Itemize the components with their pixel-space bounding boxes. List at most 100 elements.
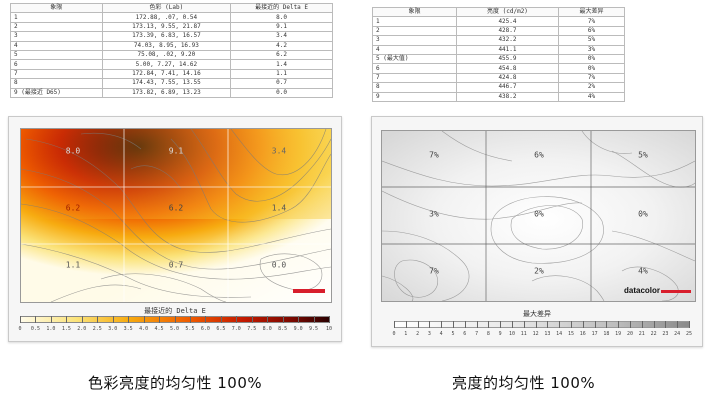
delta-e-heatmap: 8.0 9.1 3.4 6.2 6.2 1.4 1.1 0.7 0.0 xyxy=(20,128,332,303)
scale-label: 10 xyxy=(325,326,333,332)
luminance-diff-q6: 0% xyxy=(638,209,648,219)
cell-luminance: 425.4 xyxy=(455,16,559,27)
color-uniformity-caption: 色彩亮度的均匀性 100% xyxy=(88,374,263,392)
cell-color-lab: 174.43, 7.55, 13.55 xyxy=(101,78,232,89)
scale-label: 4.0 xyxy=(139,326,149,332)
scale-tick xyxy=(66,316,68,323)
cell-delta-e: 6.2 xyxy=(230,49,333,61)
cell-quadrant: 7 xyxy=(372,72,457,84)
scale-label: 21 xyxy=(638,331,645,337)
scale-label: 8.5 xyxy=(278,326,288,332)
cell-quadrant: 4 xyxy=(372,44,457,55)
cell-quadrant: 1 xyxy=(372,16,457,27)
cell-max-diff: 0% xyxy=(557,63,626,74)
max-diff-gray-scale: 0 1 2 3 4 5 6 7 8 9 10 11 12 13 14 15 16 17 18 19 20 21 22 23 24… xyxy=(392,321,692,341)
delta-e-value-q6: 1.4 xyxy=(271,203,287,213)
delta-e-value-q7: 1.1 xyxy=(65,260,81,270)
red-marker xyxy=(661,290,691,293)
scale-label: 5.0 xyxy=(169,326,180,332)
cell-quadrant: 2 xyxy=(10,21,103,33)
cell-luminance: 424.8 xyxy=(455,72,559,84)
scale-label: 8 xyxy=(486,331,490,337)
table-row: 8 174.43, 7.55, 13.55 0.7 xyxy=(10,78,333,89)
header-delta-e: 最接近的 Delta E xyxy=(230,2,333,14)
table-row: 9 438.2 4% xyxy=(372,91,626,102)
scale-tick xyxy=(571,321,572,328)
cell-color-lab: 75.08, .02, 9.20 xyxy=(101,49,232,61)
scale-label: 8.0 xyxy=(262,326,272,332)
scale-label: 0 xyxy=(392,331,396,337)
scale-tick xyxy=(205,316,207,323)
scale-label: 0 xyxy=(18,326,22,332)
cell-max-diff: 7% xyxy=(557,72,626,84)
cell-max-diff: 3% xyxy=(557,44,626,55)
scale-tick xyxy=(630,321,631,328)
cell-color-lab: 172.88, .07, 0.54 xyxy=(101,12,232,23)
luminance-diff-q3: 5% xyxy=(638,150,648,160)
table-row: 4 74.03, 8.95, 16.93 4.2 xyxy=(10,40,333,51)
scale-tick xyxy=(20,316,21,323)
scale-label: 18 xyxy=(603,331,610,337)
cell-max-diff: 7% xyxy=(557,16,626,27)
scale-tick xyxy=(159,316,161,323)
luminance-diff-q2: 6% xyxy=(534,150,544,160)
delta-e-heatmap-panel: 8.0 9.1 3.4 6.2 6.2 1.4 1.1 0.7 0.0 最接近的… xyxy=(8,116,342,342)
scale-tick xyxy=(453,321,454,328)
header-quadrant: 象限 xyxy=(10,2,103,14)
cell-luminance: 438.2 xyxy=(455,91,559,102)
table-row: 8 446.7 2% xyxy=(372,82,626,93)
scale-label: 24 xyxy=(674,331,681,337)
cell-quadrant: 5 xyxy=(10,49,103,61)
delta-e-value-q4: 6.2 xyxy=(65,203,81,213)
scale-tick xyxy=(417,321,419,328)
luminance-diff-q4: 3% xyxy=(429,209,439,219)
cell-quadrant: 7 xyxy=(10,68,103,80)
delta-e-value-q5: 6.2 xyxy=(168,203,184,213)
table-row: 6 5.00, 7.27, 14.62 1.4 xyxy=(10,59,333,70)
cell-delta-e: 4.2 xyxy=(230,40,333,51)
color-uniformity-table: 象限 色彩 (Lab) 最接近的 Delta E 1 172.88, .07, 0… xyxy=(10,2,333,98)
luminance-uniformity-caption: 亮度的均匀性 100% xyxy=(452,374,596,392)
header-luminance: 亮度 (cd/m2) xyxy=(455,6,559,18)
scale-tick xyxy=(174,316,176,323)
table-row: 9 (最接近 D65) 173.82, 6.89, 13.23 0.0 xyxy=(10,87,333,98)
luminance-graphic xyxy=(382,131,695,301)
scale-tick xyxy=(582,321,584,328)
scale-label: 7.5 xyxy=(247,326,257,332)
scale-tick xyxy=(523,321,525,328)
scale-label: 7 xyxy=(475,331,479,337)
cell-delta-e: 3.4 xyxy=(230,31,333,42)
scale-label: 16 xyxy=(579,331,586,337)
scale-label: 1.0 xyxy=(46,326,56,332)
datacolor-logo: datacolor xyxy=(624,286,661,295)
cell-color-lab: 173.39, 6.83, 16.57 xyxy=(101,31,232,42)
scale-tick xyxy=(236,316,238,323)
table-row: 7 172.84, 7.41, 14.16 1.1 xyxy=(10,68,333,80)
scale-label: 3 xyxy=(427,331,431,337)
delta-e-value-q3: 3.4 xyxy=(271,146,287,156)
header-color-lab: 色彩 (Lab) xyxy=(101,2,232,14)
cell-delta-e: 0.0 xyxy=(230,87,333,98)
scale-label: 11 xyxy=(520,331,527,337)
scale-label: 5.5 xyxy=(185,326,195,332)
scale-label: 15 xyxy=(567,331,575,337)
scale-label: 6 xyxy=(463,331,467,337)
scale-label: 23 xyxy=(662,331,669,337)
delta-e-color-scale: 0 0.5 1.0 1.5 2.0 2.5 3.0 3.5 4.0 4.5 5.0 5.5 6.0 6.5… xyxy=(18,316,333,336)
cell-luminance: 455.9 xyxy=(455,53,559,65)
cell-max-diff: 0% xyxy=(557,53,626,65)
scale-label: 9.5 xyxy=(309,326,319,332)
header-max-diff: 最大差异 xyxy=(557,6,626,18)
cell-max-diff: 6% xyxy=(557,25,626,37)
scale-tick xyxy=(97,316,99,323)
scale-label: 9 xyxy=(498,331,502,337)
scale-label: 4 xyxy=(439,331,443,337)
scale-tick xyxy=(606,321,608,328)
delta-e-value-q2: 9.1 xyxy=(168,146,184,156)
scale-label: 12 xyxy=(532,331,539,337)
scale-label: 5 xyxy=(451,331,455,337)
scale-tick xyxy=(251,316,253,323)
red-marker xyxy=(293,289,325,293)
cell-delta-e: 1.1 xyxy=(230,68,333,80)
table-row: 2 173.13, 9.55, 21.87 9.1 xyxy=(10,21,333,33)
